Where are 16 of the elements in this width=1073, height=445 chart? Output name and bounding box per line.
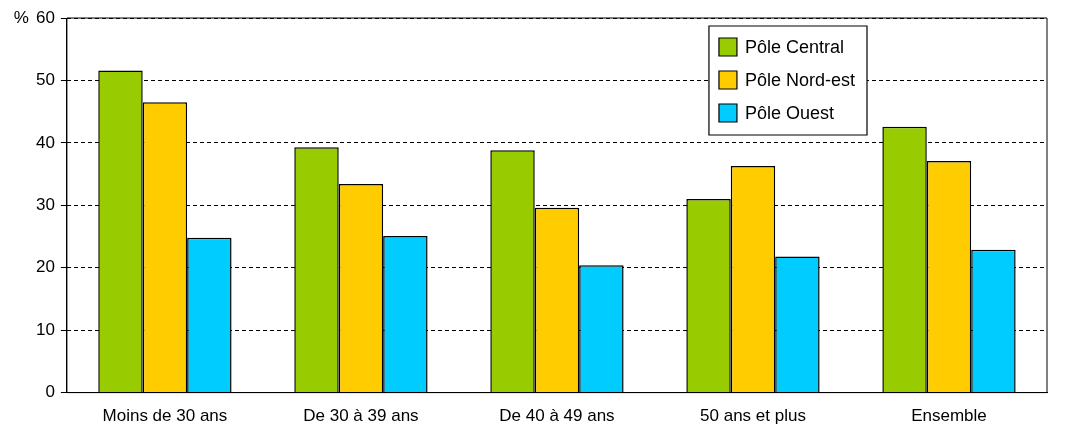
y-tick-label: 0 — [45, 382, 55, 402]
y-axis-title: % — [13, 7, 29, 27]
legend-label: Pôle Nord-est — [744, 69, 856, 90]
y-tick-label: 10 — [35, 319, 55, 339]
y-tick-label: 30 — [35, 194, 55, 214]
legend-label: Pôle Ouest — [744, 102, 835, 123]
y-tick-label: 60 — [35, 7, 55, 27]
y-tick-label: 20 — [35, 257, 55, 277]
x-tick-label: 50 ans et plus — [700, 406, 806, 426]
y-tick-label: 50 — [35, 70, 55, 90]
y-tick-label: 40 — [35, 132, 55, 152]
x-tick-label: Ensemble — [911, 406, 987, 426]
x-tick-label: Moins de 30 ans — [102, 406, 228, 426]
x-tick-label: De 40 à 49 ans — [499, 406, 615, 426]
legend-label: Pôle Central — [744, 36, 845, 57]
x-tick-label: De 30 à 39 ans — [303, 406, 419, 426]
